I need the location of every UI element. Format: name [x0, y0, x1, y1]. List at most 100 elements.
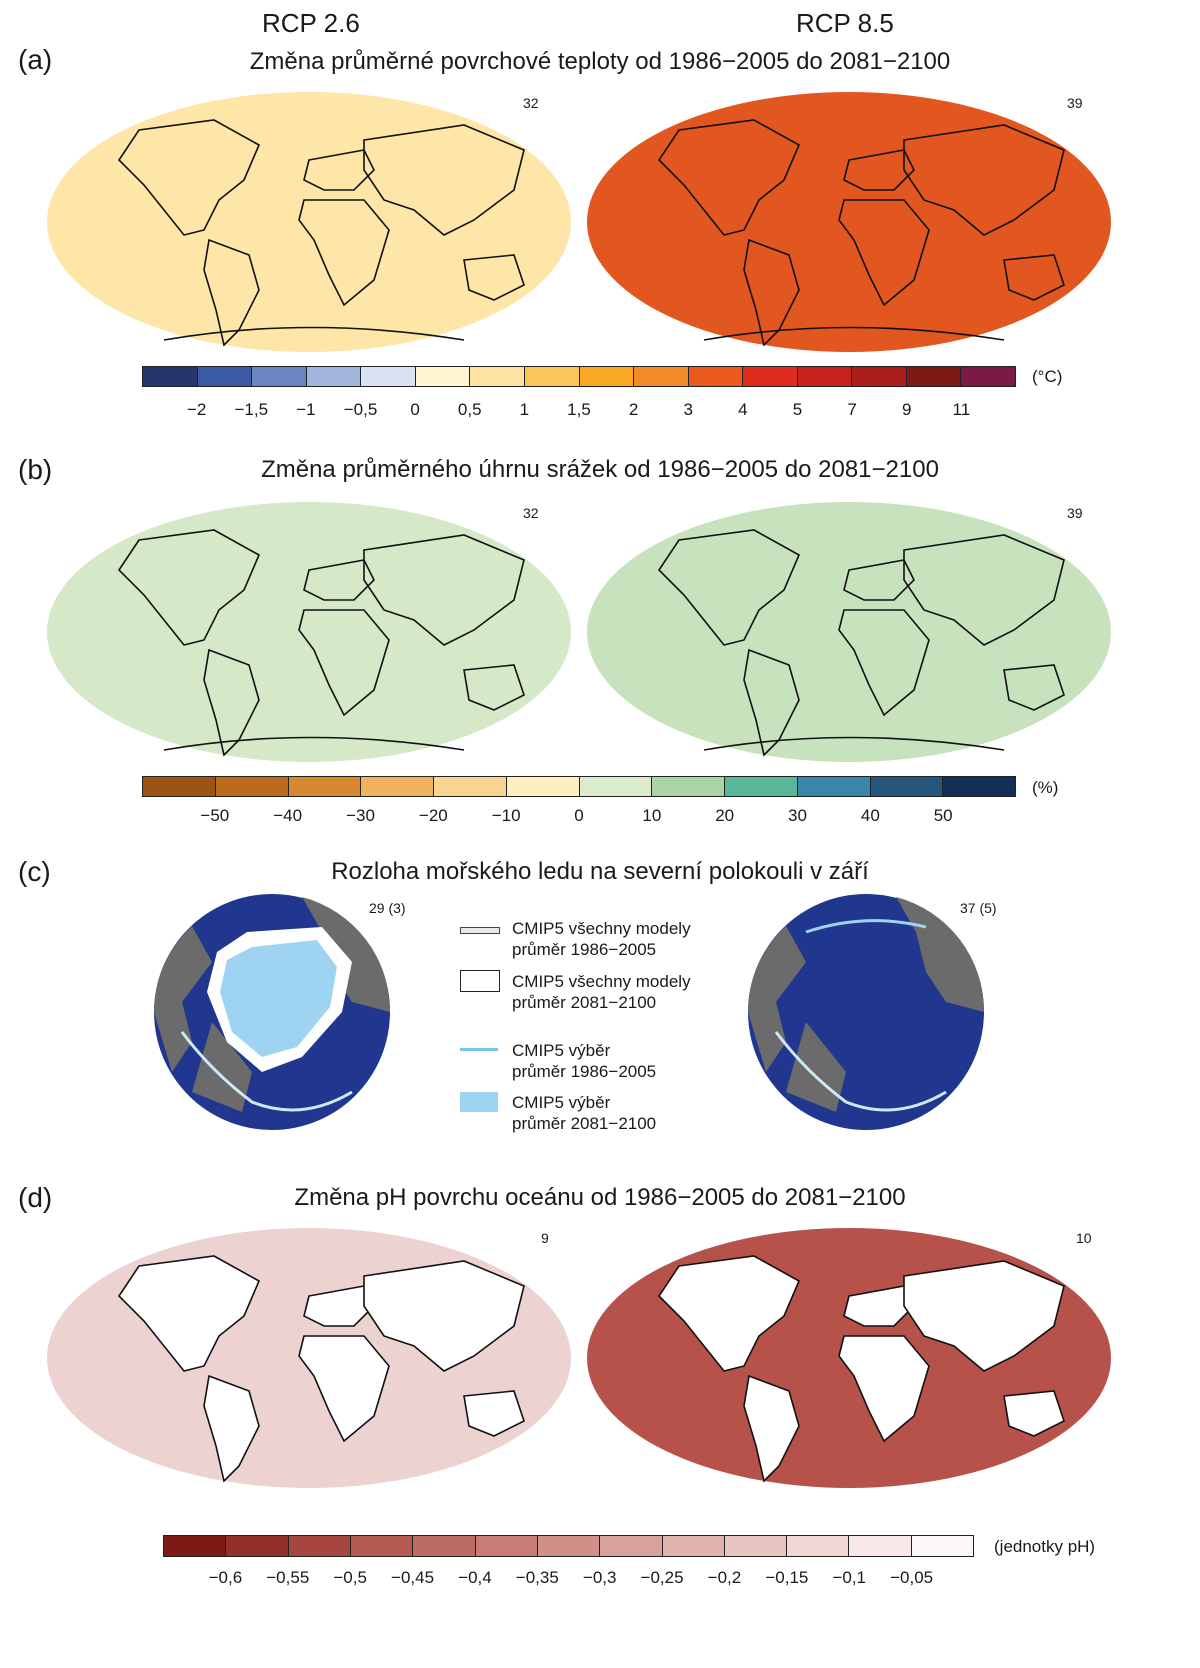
panel-b-unit: (%)	[1032, 778, 1059, 797]
colorbar-tick-label: 9	[902, 400, 912, 419]
colorbar-bin-5	[361, 367, 416, 386]
colorbar-bin-10	[797, 777, 871, 796]
panel-b-title: Změna průměrného úhrnu srážek od 1986−20…	[261, 456, 939, 483]
legend-item-1: CMIP5 všechny modely průměr 1986−2005	[512, 918, 691, 960]
colorbar-bin-10	[724, 1536, 788, 1556]
colorbar-bin-1	[143, 777, 216, 796]
colorbar-bin-2	[215, 777, 289, 796]
panel-c-polar-right	[748, 894, 985, 1130]
colorbar-bin-5	[413, 1536, 476, 1556]
legend-swatch-subset-future	[460, 1092, 498, 1112]
colorbar-tick-label: −40	[273, 806, 303, 825]
colorbar-tick-label: −0,5	[333, 1568, 367, 1587]
colorbar-bin-6	[415, 367, 471, 386]
colorbar-tick-label: 5	[792, 400, 803, 419]
colorbar-tick-label: 7	[847, 400, 857, 419]
colorbar-bin-14	[852, 367, 907, 386]
panel-a-right-number: 39	[1067, 95, 1083, 111]
panel-a-ticks: −2 −1,5 −1 −0,5 0 0,5 1 1,5 2 3 4 5 7 9 11	[142, 400, 1016, 424]
panel-d-label: (d)	[18, 1182, 53, 1213]
legend-item-2-line1: CMIP5 všechny modely	[512, 972, 691, 991]
colorbar-tick-label: 30	[788, 806, 807, 825]
panel-d-ticks: −0,6 −0,55 −0,5 −0,45 −0,4 −0,35 −0,3 −0,25 −0,2…	[163, 1568, 974, 1592]
colorbar-bin-4	[350, 1536, 414, 1556]
panel-b-map-left	[47, 502, 571, 762]
colorbar-bin-6	[475, 1536, 538, 1556]
colorbar-bin-13	[797, 367, 853, 386]
colorbar-tick-label: 11	[952, 400, 971, 419]
colorbar-bin-3	[288, 1536, 351, 1556]
colorbar-bin-10	[634, 367, 689, 386]
colorbar-tick-label: −0,6	[208, 1568, 243, 1587]
panel-a-map-left	[47, 92, 571, 352]
panel-a-title: Změna průměrné povrchové teploty od 1986…	[249, 48, 951, 75]
legend-swatch-all-future	[460, 970, 500, 992]
colorbar-tick-label: 2	[628, 400, 639, 419]
colorbar-bin-3	[288, 777, 362, 796]
colorbar-tick-label: 10	[642, 806, 662, 825]
colorbar-tick-label: −0,45	[391, 1568, 435, 1587]
colorbar-tick-label: −0,15	[765, 1568, 809, 1587]
colorbar-bin-6	[506, 777, 580, 796]
colorbar-bin-8	[652, 777, 725, 796]
colorbar-tick-label: −0,05	[890, 1568, 934, 1587]
panel-a-label: (a)	[18, 44, 53, 75]
legend-item-2-line2: průměr 2081−2100	[512, 993, 657, 1012]
colorbar-tick-label: 1,5	[567, 400, 591, 419]
panel-d-right-number: 10	[1076, 1230, 1092, 1246]
colorbar-bin-7	[537, 1536, 601, 1556]
colorbar-bin-8	[524, 367, 580, 386]
colorbar-bin-16	[961, 367, 1015, 386]
panel-d-unit: (jednotky pH)	[994, 1537, 1096, 1556]
colorbar-tick-label: −50	[200, 806, 230, 825]
colorbar-tick-label: 0	[410, 400, 420, 419]
panel-b-map-right	[587, 502, 1111, 762]
panel-b-colorbar	[142, 776, 1016, 797]
colorbar-tick-label: 50	[933, 806, 953, 825]
colorbar-bin-1	[164, 1536, 227, 1556]
colorbar-tick-label: −0,5	[343, 400, 378, 419]
panel-d-colorbar	[163, 1535, 974, 1557]
colorbar-tick-label: 1	[519, 400, 530, 419]
panel-d-title: Změna pH povrchu oceánu od 1986−2005 do …	[294, 1184, 906, 1211]
legend-item-3-line1: CMIP5 výběr	[512, 1041, 611, 1060]
colorbar-tick-label: 0,5	[457, 400, 482, 419]
colorbar-tick-label: −0,25	[640, 1568, 684, 1587]
legend-item-3-line2: průměr 1986−2005	[512, 1062, 657, 1081]
colorbar-bin-9	[662, 1536, 725, 1556]
panel-d-left-number: 9	[541, 1230, 549, 1246]
legend-item-1-line1: CMIP5 všechny modely	[512, 919, 691, 938]
colorbar-bin-12	[943, 777, 1015, 796]
colorbar-bin-5	[434, 777, 507, 796]
legend-item-4-line1: CMIP5 výběr	[512, 1093, 611, 1112]
panel-d-map-right	[587, 1228, 1111, 1488]
legend-item-4: CMIP5 výběr průměr 2081−2100	[512, 1092, 656, 1134]
colorbar-bin-9	[725, 777, 798, 796]
legend-item-1-line2: průměr 1986−2005	[512, 940, 657, 959]
colorbar-tick-label: 4	[738, 400, 748, 419]
colorbar-bin-3	[252, 367, 307, 386]
colorbar-bin-7	[579, 777, 653, 796]
colorbar-tick-label: −1	[296, 400, 316, 419]
panel-a-colorbar	[142, 366, 1016, 387]
legend-item-4-line2: průměr 2081−2100	[512, 1114, 657, 1133]
panel-c-label: (c)	[18, 856, 51, 887]
colorbar-bin-8	[600, 1536, 663, 1556]
panel-b-left-number: 32	[523, 505, 539, 521]
legend-swatch-subset-hist	[460, 1048, 498, 1051]
panel-a-map-right	[587, 92, 1111, 352]
panel-c-legend: CMIP5 všechny modely průměr 1986−2005 CM…	[460, 918, 750, 1148]
colorbar-bin-4	[361, 777, 434, 796]
colorbar-bin-7	[470, 367, 525, 386]
colorbar-tick-label: 40	[860, 806, 880, 825]
colorbar-tick-label: 3	[683, 400, 693, 419]
panel-c-polar-left	[154, 894, 391, 1130]
colorbar-tick-label: −0,35	[515, 1568, 559, 1587]
panel-a-unit: (°C)	[1032, 367, 1063, 386]
panel-d-map-left	[47, 1228, 571, 1488]
panel-c-left-number: 29 (3)	[369, 900, 406, 916]
colorbar-bin-11	[870, 777, 944, 796]
panel-b-label: (b)	[18, 454, 53, 485]
colorbar-tick-label: −0,1	[832, 1568, 866, 1587]
colorbar-bin-2	[197, 367, 253, 386]
